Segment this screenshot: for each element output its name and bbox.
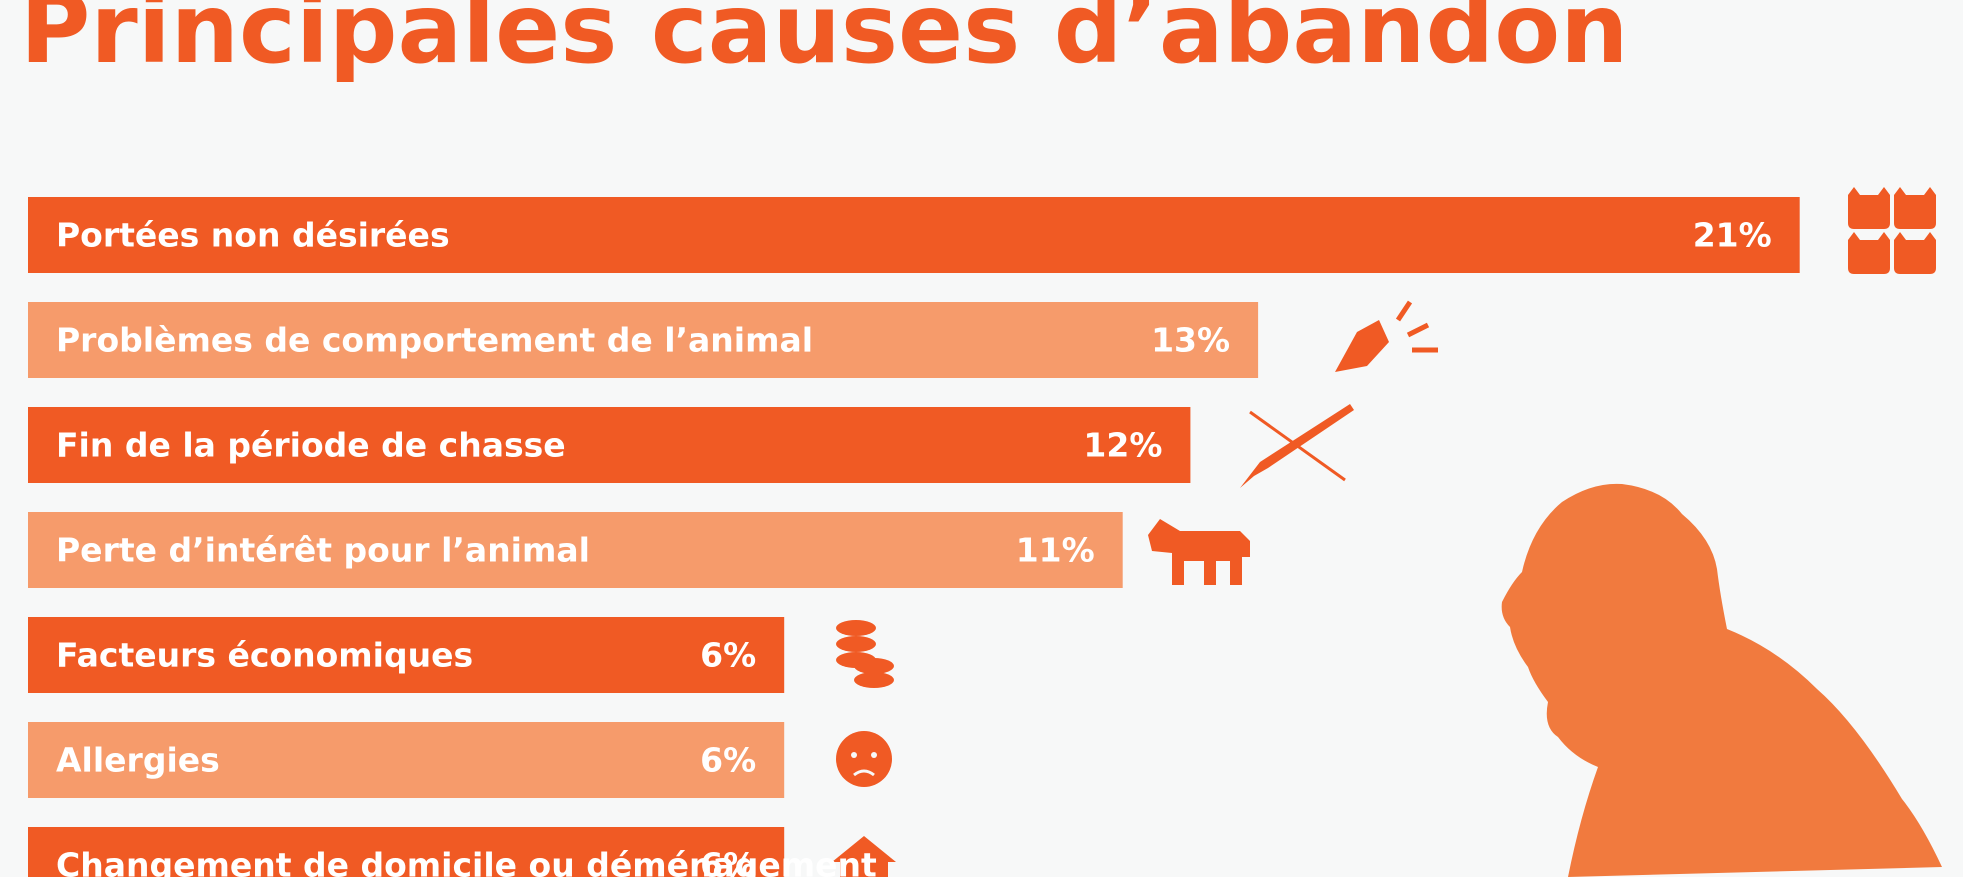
category-label: Perte d’intérêt pour l’animal	[56, 531, 590, 570]
icon-crossed-rifle	[1240, 404, 1354, 488]
value-label: 6%	[700, 636, 756, 675]
icon-barking-dog	[1335, 302, 1438, 372]
silhouette	[1502, 484, 1942, 877]
icon-cats	[1848, 187, 1936, 274]
chart-title: Principales causes d’abandon	[20, 0, 1629, 85]
value-label: 6%	[700, 741, 756, 780]
category-label: Fin de la période de chasse	[56, 426, 566, 465]
icon-face	[836, 731, 892, 787]
chart: Principales causes d’abandon Portées non…	[0, 0, 1963, 877]
value-label: 21%	[1693, 216, 1772, 255]
value-label: 6%	[700, 846, 756, 877]
value-label: 11%	[1016, 531, 1095, 570]
category-label: Allergies	[56, 741, 220, 780]
page: Principales causes d’abandon Portées non…	[0, 0, 1963, 877]
icon-coins	[836, 620, 894, 688]
category-label: Facteurs économiques	[56, 636, 473, 675]
category-label: Portées non désirées	[56, 216, 450, 255]
category-label: Problèmes de comportement de l’animal	[56, 321, 813, 360]
value-label: 12%	[1083, 426, 1162, 465]
value-label: 13%	[1151, 321, 1230, 360]
icon-dog	[1148, 519, 1250, 585]
